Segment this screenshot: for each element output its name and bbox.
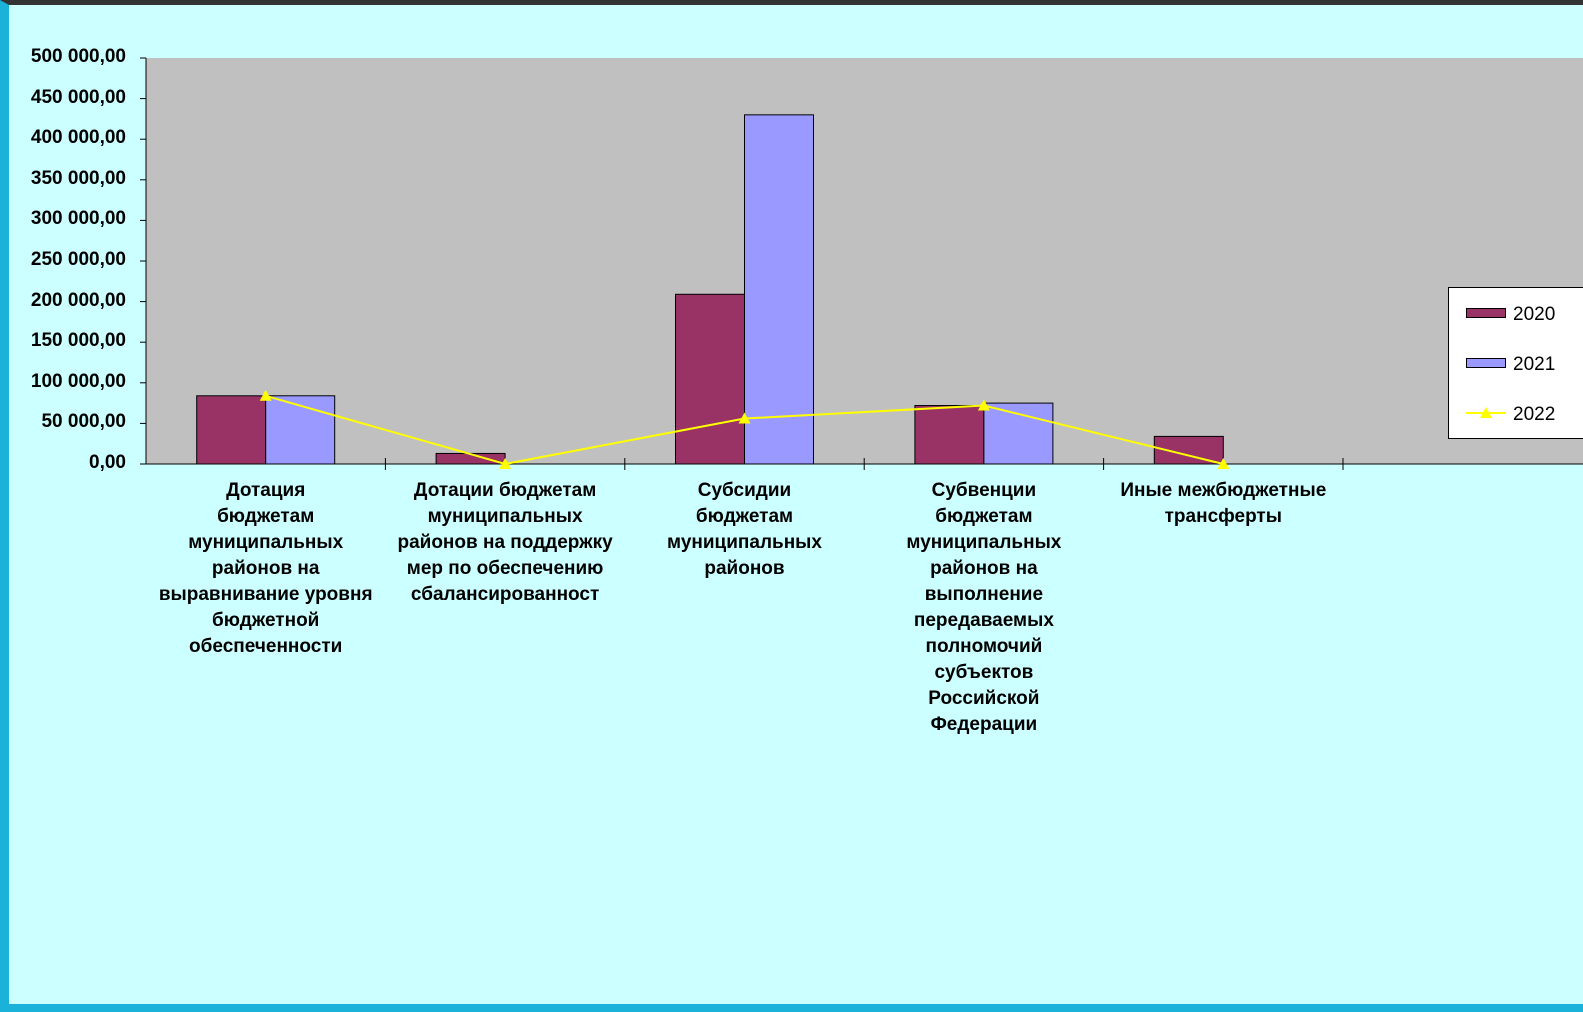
y-tick-label: 150 000,00 [30,330,126,352]
bar-2020-1 [196,395,267,465]
bar-2020-3 [675,293,745,465]
legend-swatch-2020 [1466,308,1506,318]
legend-label-2021: 2021 [1513,354,1556,375]
y-tick-label: 500 000,00 [30,46,126,67]
axes-layer [140,57,1583,470]
legend-label-2022: 2022 [1513,404,1556,425]
legend-item-2020: 2020 [1449,303,1583,325]
bar-2020-4 [914,405,985,465]
legend-swatch-2022 [1466,407,1506,418]
y-tick-label: 200 000,00 [30,289,126,311]
marker-2022-1 [259,389,272,401]
bars-layer [196,114,1224,465]
legend-item-2022: 2022 [1449,403,1583,425]
x-category-label: Субсидии бюджетам муниципальных районов [667,480,822,579]
y-tick-label: 250 000,00 [30,249,126,270]
x-category-label: Дотации бюджетам муниципальных районов н… [397,480,613,605]
y-tick-label: 450 000,00 [30,86,126,108]
line-series-layer [259,389,1230,469]
legend-swatch-2021 [1466,358,1506,368]
y-tick-label: 350 000,00 [30,167,126,189]
bar-2021-3 [744,114,814,465]
y-tick-label: 100 000,00 [30,370,126,392]
plot-area [146,58,1583,464]
y-tick-label: 400 000,00 [30,127,126,149]
bar-2021-1 [265,395,336,465]
legend: 2020 2021 2022 [1448,287,1583,439]
marker-2022-4 [977,399,990,411]
y-tick-label: 0,00 [89,452,126,473]
bar-2021-4 [983,402,1054,465]
x-category-label: Дотация бюджетам муниципальных районов н… [158,480,373,657]
y-tick-label: 300 000,00 [30,208,126,230]
legend-item-2021: 2021 [1449,353,1583,375]
x-category-label: Иные межбюджетные трансферты [1120,480,1327,527]
y-tick-label: 50 000,00 [41,411,126,433]
legend-label-2020: 2020 [1513,304,1556,325]
marker-2022-3 [738,412,751,424]
marker-2022-5 [1217,458,1230,469]
x-category-label: Субвенции бюджетам муниципальных районов… [906,480,1062,735]
marker-2022-2 [499,458,512,469]
